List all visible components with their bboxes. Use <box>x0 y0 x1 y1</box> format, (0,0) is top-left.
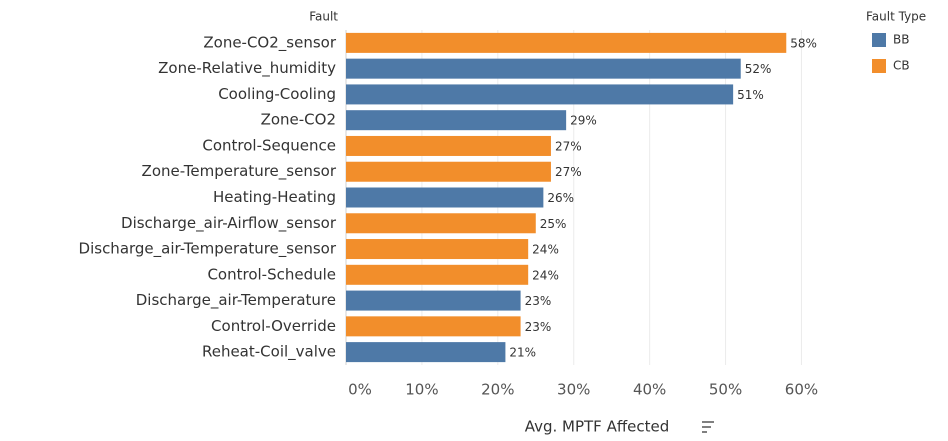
y-tick-label: Zone-CO2 <box>261 111 336 129</box>
value-label: 58% <box>790 36 817 50</box>
value-label: 25% <box>540 217 567 231</box>
sort-icon[interactable] <box>702 421 714 433</box>
x-tick-label: 0% <box>348 381 372 399</box>
value-label: 23% <box>525 294 552 308</box>
value-label: 21% <box>509 346 536 360</box>
x-tick-label: 50% <box>709 381 742 399</box>
value-label: 24% <box>532 243 559 257</box>
legend-title: Fault Type <box>866 10 926 24</box>
y-tick-label: Heating-Heating <box>213 188 336 206</box>
legend-swatch <box>872 33 886 47</box>
value-label: 52% <box>745 62 772 76</box>
bar <box>346 342 506 363</box>
legend-label: CB <box>893 59 910 73</box>
y-tick-label: Control-Schedule <box>207 265 336 283</box>
bar <box>346 316 521 337</box>
x-tick-label: 30% <box>557 381 590 399</box>
y-tick-label: Reheat-Coil_valve <box>202 343 336 362</box>
y-tick-label: Discharge_air-Temperature <box>136 291 336 310</box>
value-label: 51% <box>737 88 764 102</box>
y-tick-label: Zone-CO2_sensor <box>203 33 336 52</box>
y-tick-label: Discharge_air-Temperature_sensor <box>79 240 337 259</box>
y-tick-label: Control-Sequence <box>202 136 336 154</box>
value-label: 26% <box>547 191 574 205</box>
bar <box>346 135 551 156</box>
legend-swatch <box>872 59 886 73</box>
bar <box>346 58 741 79</box>
value-label: 27% <box>555 165 582 179</box>
x-tick-label: 60% <box>785 381 818 399</box>
bar <box>346 290 521 311</box>
y-tick-label: Cooling-Cooling <box>218 85 336 103</box>
x-tick-label: 20% <box>481 381 514 399</box>
x-axis-title: Avg. MPTF Affected <box>525 418 670 436</box>
y-tick-label: Zone-Temperature_sensor <box>142 162 337 181</box>
y-tick-label: Discharge_air-Airflow_sensor <box>121 214 337 233</box>
row-header: Fault <box>309 10 338 24</box>
bar <box>346 161 551 182</box>
y-tick-label: Zone-Relative_humidity <box>158 59 336 78</box>
bar <box>346 239 529 260</box>
value-label: 27% <box>555 139 582 153</box>
y-tick-label: Control-Override <box>211 317 336 335</box>
bar <box>346 264 529 285</box>
bar <box>346 213 536 234</box>
value-label: 24% <box>532 268 559 282</box>
x-tick-label: 10% <box>405 381 438 399</box>
x-tick-label: 40% <box>633 381 666 399</box>
value-label: 23% <box>525 320 552 334</box>
bar <box>346 187 544 208</box>
bar <box>346 32 787 53</box>
bar <box>346 84 734 105</box>
value-label: 29% <box>570 114 597 128</box>
legend-label: BB <box>893 33 909 47</box>
bar <box>346 110 567 131</box>
